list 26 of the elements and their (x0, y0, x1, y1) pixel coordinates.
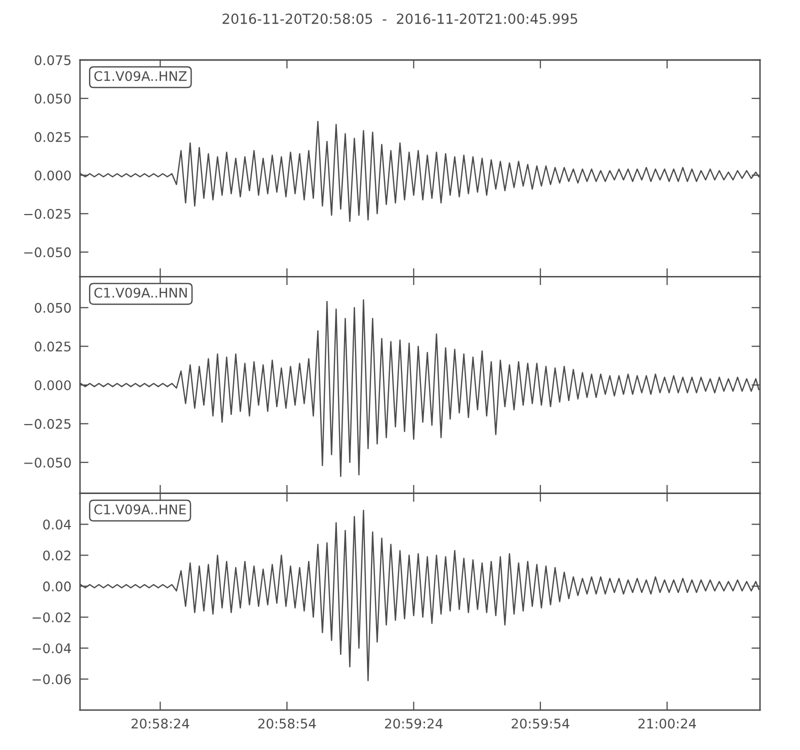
y-tick-label: 0.050 (34, 302, 71, 313)
y-tick-label: −0.050 (24, 458, 71, 468)
y-tick-label: −0.02 (32, 612, 70, 622)
y-tick-label: 0.02 (43, 550, 70, 560)
annotation: C1.V09A..HNE (94, 504, 186, 514)
x-tick-label: 20:58:24 (132, 718, 190, 729)
x-tick-label: 21:00:24 (638, 718, 696, 729)
y-tick-label: −0.025 (24, 418, 71, 429)
y-tick-label: 0.075 (34, 55, 71, 66)
y-tick-label: 0.000 (34, 170, 71, 180)
x-tick-label: 20:59:24 (385, 718, 443, 729)
annotation: C1.V09A..HNN (94, 288, 187, 298)
y-tick-label: −0.025 (24, 208, 71, 219)
x-tick-label: 20:58:54 (258, 718, 316, 729)
y-tick-label: −0.050 (24, 247, 71, 258)
y-tick-label: 0.050 (34, 94, 71, 104)
y-tick-label: 0.00 (43, 581, 71, 592)
y-tick-label: 0.000 (34, 380, 71, 390)
y-tick-label: −0.04 (32, 643, 71, 654)
y-tick-label: −0.06 (32, 674, 71, 684)
x-tick-label: 20:59:54 (512, 718, 570, 729)
chart-title: 2016-11-20T20:58:05 - 2016-11-20T21:00:45.995 (222, 14, 578, 24)
annotation: C1.V09A..HNZ (94, 71, 187, 82)
y-tick-label: 0.025 (34, 342, 71, 352)
y-tick-label: 0.04 (43, 520, 71, 530)
y-tick-label: 0.025 (34, 132, 71, 142)
